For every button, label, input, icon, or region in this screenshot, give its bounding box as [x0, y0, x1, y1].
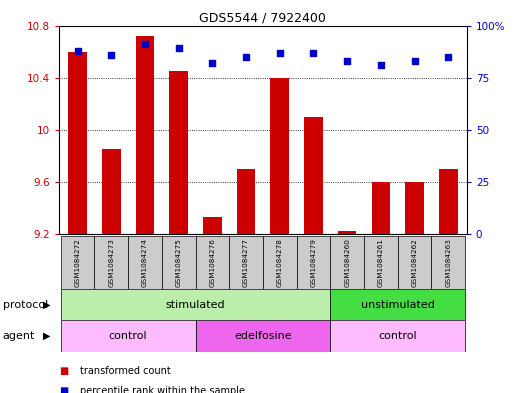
- Text: stimulated: stimulated: [166, 299, 225, 310]
- Bar: [195, 320, 330, 352]
- Bar: [94, 236, 128, 289]
- Point: [444, 53, 452, 60]
- Text: transformed count: transformed count: [80, 366, 170, 376]
- Bar: [61, 236, 94, 289]
- Bar: [61, 320, 195, 352]
- Bar: [371, 182, 390, 234]
- Bar: [162, 236, 195, 289]
- Text: control: control: [379, 331, 417, 341]
- Title: GDS5544 / 7922400: GDS5544 / 7922400: [200, 11, 326, 24]
- Bar: [398, 236, 431, 289]
- Bar: [330, 236, 364, 289]
- Text: GSM1084272: GSM1084272: [74, 238, 81, 287]
- Bar: [68, 51, 87, 234]
- Bar: [128, 236, 162, 289]
- Point: [410, 58, 419, 64]
- Point: [174, 45, 183, 51]
- Text: edelfosine: edelfosine: [234, 331, 292, 341]
- Bar: [61, 289, 330, 320]
- Point: [309, 50, 318, 56]
- Bar: [405, 182, 424, 234]
- Bar: [135, 36, 154, 234]
- Bar: [338, 231, 357, 234]
- Bar: [229, 236, 263, 289]
- Bar: [270, 78, 289, 234]
- Bar: [169, 71, 188, 234]
- Bar: [237, 169, 255, 234]
- Text: protocol: protocol: [3, 299, 48, 310]
- Text: GSM1084274: GSM1084274: [142, 238, 148, 287]
- Text: control: control: [109, 331, 147, 341]
- Text: ■: ■: [59, 386, 68, 393]
- Text: GSM1084261: GSM1084261: [378, 238, 384, 287]
- Text: GSM1084278: GSM1084278: [277, 238, 283, 287]
- Text: percentile rank within the sample: percentile rank within the sample: [80, 386, 245, 393]
- Text: GSM1084262: GSM1084262: [411, 238, 418, 287]
- Bar: [330, 289, 465, 320]
- Text: GSM1084260: GSM1084260: [344, 238, 350, 287]
- Text: GSM1084263: GSM1084263: [445, 238, 451, 287]
- Text: ▶: ▶: [43, 331, 50, 341]
- Bar: [203, 217, 222, 234]
- Point: [73, 48, 82, 54]
- Text: GSM1084275: GSM1084275: [175, 238, 182, 287]
- Point: [275, 50, 284, 56]
- Bar: [431, 236, 465, 289]
- Text: ■: ■: [59, 366, 68, 376]
- Bar: [304, 117, 323, 234]
- Point: [242, 53, 250, 60]
- Point: [343, 58, 351, 64]
- Text: GSM1084273: GSM1084273: [108, 238, 114, 287]
- Text: ▶: ▶: [43, 299, 50, 310]
- Text: agent: agent: [3, 331, 35, 341]
- Text: GSM1084279: GSM1084279: [310, 238, 317, 287]
- Point: [208, 60, 216, 66]
- Bar: [297, 236, 330, 289]
- Bar: [364, 236, 398, 289]
- Bar: [102, 149, 121, 234]
- Bar: [439, 169, 458, 234]
- Text: GSM1084277: GSM1084277: [243, 238, 249, 287]
- Text: unstimulated: unstimulated: [361, 299, 435, 310]
- Text: GSM1084276: GSM1084276: [209, 238, 215, 287]
- Point: [141, 41, 149, 48]
- Bar: [330, 320, 465, 352]
- Bar: [195, 236, 229, 289]
- Bar: [263, 236, 297, 289]
- Point: [107, 51, 115, 58]
- Point: [377, 62, 385, 68]
